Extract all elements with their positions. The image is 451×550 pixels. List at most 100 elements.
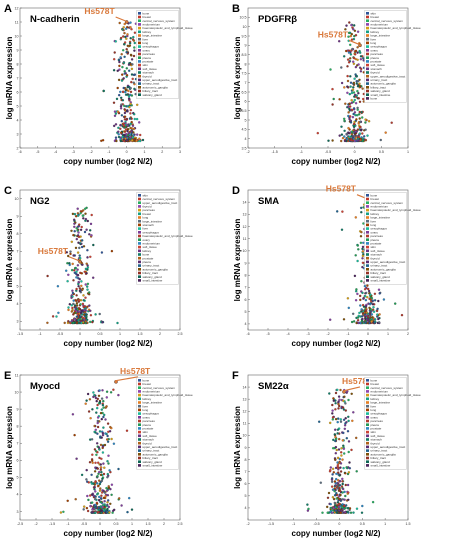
scatter-point: [364, 294, 367, 298]
scatter-point: [337, 417, 340, 420]
legend-entry: pancreas: [371, 52, 384, 56]
scatter-point: [88, 233, 91, 236]
scatter-point: [122, 77, 125, 80]
legend-entry: kidney: [371, 212, 380, 216]
scatter-point: [77, 321, 80, 325]
scatter-point: [122, 61, 126, 64]
scatter-point: [352, 60, 355, 63]
legend-entry: central_nervous_system: [143, 19, 176, 23]
scatter-point: [345, 466, 348, 469]
legend-swatch: [138, 438, 141, 441]
scatter-point: [118, 21, 121, 25]
legend-entry: liver: [143, 37, 149, 41]
scatter-point: [356, 292, 359, 296]
legend: bonebreastcentral_nervous_systemendometr…: [136, 377, 193, 470]
scatter-point: [100, 408, 103, 411]
scatter-point: [76, 251, 80, 254]
scatter-point: [79, 212, 82, 215]
scatter-point: [378, 321, 381, 324]
scatter-point: [360, 67, 363, 71]
scatter-point: [130, 80, 133, 84]
scatter-point: [363, 311, 366, 314]
scatter-point: [334, 417, 338, 421]
scatter-point: [341, 458, 344, 461]
scatter-point: [121, 65, 124, 69]
scatter-point: [119, 90, 122, 94]
legend-swatch: [138, 404, 141, 408]
scatter-point: [109, 502, 112, 505]
scatter-point: [74, 267, 77, 270]
scatter-point: [83, 505, 86, 508]
y-tick-label: 5: [245, 494, 247, 498]
scatter-point: [356, 51, 359, 54]
scatter-point: [335, 506, 339, 509]
x-axis-label: copy number (log2 N/2): [292, 157, 381, 166]
y-tick-label: 6: [17, 90, 19, 94]
legend-entry: bone: [143, 378, 150, 382]
scatter-point: [123, 139, 126, 143]
scatter-point: [327, 491, 331, 495]
legend-swatch: [366, 445, 369, 449]
scatter-point: [123, 70, 126, 73]
panel-e: E 3 4 5 6 7 8 9 10 11 -2.5 -2 -1.5 -1 -0.5 0 0.5 1 1.5 2 2.5…: [4, 366, 193, 538]
scatter-point: [96, 451, 99, 454]
scatter-point: [360, 211, 363, 214]
scatter-point: [347, 35, 350, 38]
y-tick-label: 14: [243, 200, 247, 204]
scatter-point: [105, 405, 108, 408]
scatter-point: [101, 477, 104, 480]
scatter-point: [79, 228, 83, 231]
scatter-point: [349, 57, 352, 60]
legend-entry: biliary_tract: [371, 456, 387, 460]
legend-swatch: [138, 56, 141, 59]
scatter-point: [133, 46, 136, 49]
scatter-point: [136, 103, 139, 106]
scatter-point: [80, 321, 83, 325]
scatter-point: [354, 114, 357, 117]
scatter-point: [130, 130, 133, 133]
scatter-point: [119, 36, 123, 40]
scatter-point: [359, 129, 363, 132]
scatter-point: [78, 277, 81, 281]
legend-entry: liver: [371, 404, 377, 408]
scatter-point: [128, 44, 132, 47]
legend-swatch: [366, 194, 369, 197]
scatter-point: [122, 26, 125, 29]
y-tick-label: 7: [245, 286, 247, 290]
scatter-point: [362, 222, 365, 225]
scatter-point: [114, 136, 118, 139]
legend-entry: bone: [371, 193, 378, 197]
legend-swatch: [138, 427, 141, 430]
legend-entry: kidney: [371, 397, 380, 401]
x-tick-label: -2: [326, 332, 329, 336]
scatter-point: [328, 392, 331, 395]
legend-swatch: [366, 242, 369, 245]
scatter-point: [348, 107, 351, 111]
scatter-point: [355, 82, 358, 85]
legend-swatch: [138, 397, 141, 401]
legend-swatch: [138, 238, 141, 241]
scatter-point: [71, 306, 74, 310]
scatter-point: [93, 488, 96, 491]
scatter-point: [87, 481, 90, 484]
scatter-point: [112, 388, 115, 391]
legend-swatch: [138, 15, 141, 19]
scatter-point: [101, 451, 105, 454]
panel-c: C 3 4 5 6 7 8 9 10 -1.5 -1 -0.5 0 0.5 1 1.5 2 2.5 copy num…: [4, 185, 193, 348]
highlight-point: [358, 43, 362, 48]
y-tick-label: 3: [17, 132, 19, 136]
scatter-point: [347, 491, 350, 494]
scatter-point: [307, 507, 310, 511]
legend-entry: autonomic_ganglia: [143, 452, 169, 456]
scatter-point: [80, 284, 83, 288]
scatter-point: [373, 321, 376, 324]
scatter-point: [73, 230, 76, 233]
legend-entry: thyroid: [143, 441, 152, 445]
y-tick-label: 9.5: [242, 34, 247, 38]
x-tick-label: -4: [286, 332, 289, 336]
legend-swatch: [366, 216, 369, 219]
scatter-point: [101, 321, 104, 324]
scatter-point: [99, 443, 103, 447]
scatter-point: [86, 285, 89, 288]
scatter-point: [329, 318, 332, 321]
